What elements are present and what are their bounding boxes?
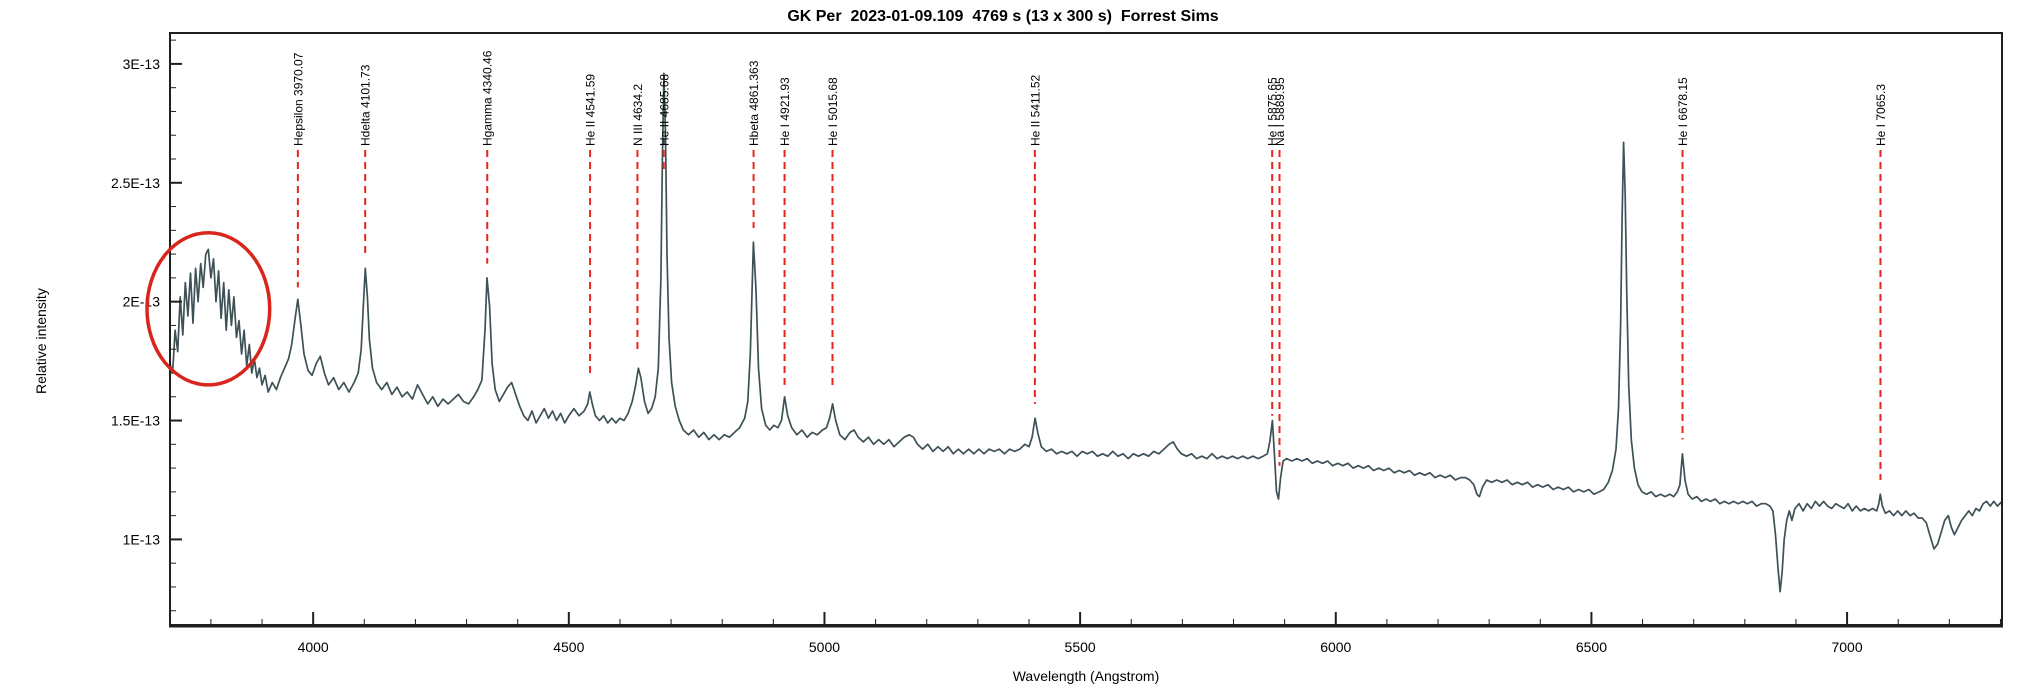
y-tick-label: 2E-13 — [123, 294, 161, 310]
plot-frame — [169, 32, 2003, 628]
y-tick-label: 1E-13 — [123, 531, 161, 547]
x-tick-label: 4500 — [553, 639, 584, 655]
x-axis: 4000 4500 5000 5500 6000 6500 7000 — [210, 612, 2001, 655]
x-tick-label: 5000 — [809, 639, 840, 655]
spectral-line-label: He I 5015.68 — [826, 77, 840, 146]
y-axis-title: Relative intensity — [33, 288, 49, 394]
spectral-line-label: He I 4921.93 — [778, 77, 792, 146]
spectral-line-label: Na I 5889.95 — [1273, 77, 1287, 146]
spectral-line-label: Hdelta 4101.73 — [359, 64, 373, 146]
y-axis: 3E-13 2.5E-13 2E-13 1.5E-13 1E-13 — [111, 39, 182, 612]
spectral-line-label: He I 7065.3 — [1874, 84, 1888, 146]
line-annotations: Hepsilon 3970.07 Hdelta 4101.73 Hgamma 434… — [291, 50, 1888, 480]
plot-border — [169, 32, 2003, 626]
y-tick-label: 3E-13 — [123, 56, 161, 72]
x-axis-title: Wavelength (Angstrom) — [1013, 668, 1160, 684]
spectral-line-label: He II 5411.52 — [1028, 75, 1042, 146]
x-tick-label: 5500 — [1065, 639, 1096, 655]
y-tick-label: 1.5E-13 — [111, 413, 160, 429]
y-tick-label: 2.5E-13 — [111, 175, 160, 191]
x-tick-label: 6000 — [1320, 639, 1351, 655]
spectral-line-label: He I 6678.15 — [1676, 77, 1690, 146]
spectrum-series — [169, 72, 2003, 593]
spectral-line-label: N III 4634.2 — [631, 84, 645, 146]
x-tick-label: 7000 — [1831, 639, 1862, 655]
spectral-line-label: He II 4541.59 — [584, 74, 598, 146]
blue-end-highlight — [145, 230, 272, 387]
blue-end-ellipse — [145, 230, 272, 387]
chart-title: GK Per 2023-01-09.109 4769 s (13 x 300 s… — [787, 8, 1218, 25]
spectrum-path — [169, 72, 2003, 593]
spectral-line-label: Hgamma 4340.46 — [481, 50, 495, 146]
spectral-line-label: He II 4685.68 — [657, 74, 671, 146]
spectral-line-label: He I 5875.65 — [1266, 77, 1280, 146]
spectral-line-label: Hbeta 4861.363 — [747, 60, 761, 146]
spectral-line-label: Hepsilon 3970.07 — [291, 52, 305, 146]
x-tick-label: 4000 — [298, 639, 329, 655]
x-tick-label: 6500 — [1576, 639, 1607, 655]
